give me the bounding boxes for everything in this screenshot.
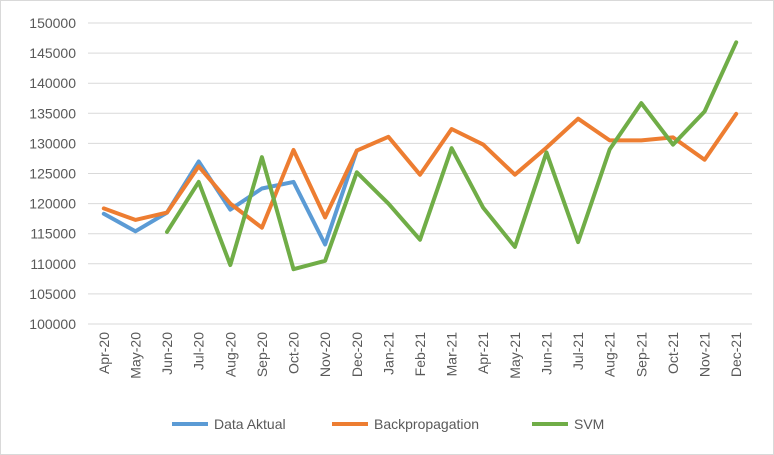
x-tick-label: Aug-21 [602, 332, 618, 377]
y-tick-label: 140000 [29, 75, 76, 91]
y-tick-label: 130000 [29, 135, 76, 151]
y-tick-label: 105000 [29, 286, 76, 302]
x-tick-label: Jun-21 [538, 332, 554, 375]
y-tick-label: 125000 [29, 166, 76, 182]
series-line-svm [165, 40, 739, 272]
x-tick-label: Sep-21 [633, 332, 649, 377]
gridlines [88, 22, 752, 325]
legend-label: Backpropagation [374, 416, 479, 432]
x-tick-label: May-21 [507, 332, 523, 379]
x-tick-label: Feb-21 [412, 332, 428, 377]
x-tick-label: Nov-20 [317, 332, 333, 377]
x-tick-label: Dec-20 [349, 332, 365, 377]
x-tick-label: Jun-20 [159, 332, 175, 375]
x-tick-label: Dec-21 [728, 332, 744, 377]
x-tick-label: Apr-21 [475, 332, 491, 374]
x-tick-label: Nov-21 [697, 332, 713, 377]
y-tick-label: 120000 [29, 196, 76, 212]
series-line-backpropagation [101, 111, 739, 230]
x-tick-label: May-20 [127, 332, 143, 379]
x-tick-label: Jul-21 [570, 332, 586, 370]
y-tick-label: 135000 [29, 105, 76, 121]
x-tick-label: Jan-21 [380, 332, 396, 375]
y-tick-label: 115000 [30, 226, 76, 242]
y-axis-tick-labels: 100000 105000 110000 115000 120000 125000 1300… [29, 15, 76, 332]
legend-label: Data Aktual [214, 416, 286, 432]
x-tick-label: Oct-20 [286, 332, 302, 374]
y-tick-label: 145000 [29, 45, 76, 61]
series-line-data-aktual [101, 148, 359, 247]
series-lines [101, 40, 739, 272]
x-tick-label: Sep-20 [254, 332, 270, 377]
y-tick-label: 150000 [29, 15, 76, 31]
legend-label: SVM [574, 416, 604, 432]
y-tick-label: 110000 [30, 256, 76, 272]
y-tick-label: 100000 [29, 316, 76, 332]
x-tick-label: Aug-20 [222, 332, 238, 377]
x-tick-label: Jul-20 [191, 332, 207, 370]
x-tick-label: Oct-21 [665, 332, 681, 374]
x-tick-label: Mar-21 [444, 332, 460, 377]
x-axis-tick-labels: Apr-20 May-20 Jun-20 Jul-20 Aug-20 Sep-20 Oct-… [96, 332, 744, 379]
x-tick-label: Apr-20 [96, 332, 112, 374]
legend: Data Aktual Backpropagation SVM [172, 416, 604, 432]
